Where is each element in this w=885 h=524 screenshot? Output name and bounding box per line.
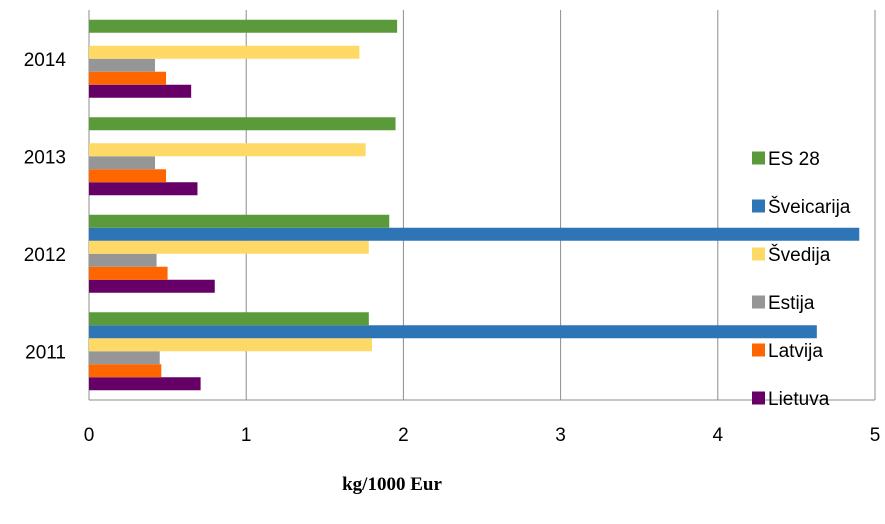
x-tick-label: 4 — [713, 425, 724, 446]
legend-swatch — [752, 199, 765, 213]
x-tick-label: 5 — [870, 425, 881, 446]
legend-label: Šveicarija — [768, 196, 851, 218]
bar-latvija-2014 — [89, 71, 167, 85]
bar-estija-2014 — [89, 58, 156, 72]
legend-swatch — [752, 343, 765, 357]
bar--vedija-2014 — [89, 45, 360, 59]
bar-latvija-2011 — [89, 364, 162, 378]
legend: ES 28 Šveicarija Švedija Estija Latvija Lietu… — [752, 149, 851, 410]
legend-swatch — [752, 247, 765, 261]
bar-es-28-2011 — [89, 312, 369, 326]
bar-es-28-2013 — [89, 117, 396, 131]
bar-estija-2012 — [89, 253, 157, 267]
bar-lietuva-2011 — [89, 377, 201, 391]
x-tick-labels: 0 1 2 3 4 5 — [84, 425, 881, 446]
bar-latvija-2013 — [89, 169, 167, 183]
legend-label: Lietuva — [768, 389, 830, 410]
bar--vedija-2013 — [89, 143, 366, 157]
x-tick-label: 3 — [555, 425, 566, 446]
bar-estija-2011 — [89, 351, 160, 365]
gridlines — [88, 10, 876, 401]
x-tick-label: 1 — [241, 425, 252, 446]
legend-label: ES 28 — [768, 149, 820, 170]
y-tick-label: 2014 — [24, 50, 67, 71]
y-tick-labels: 2011 2012 2013 2014 — [24, 50, 67, 364]
bar-lietuva-2014 — [89, 84, 192, 98]
legend-swatch — [752, 391, 765, 405]
y-tick-label: 2011 — [25, 342, 66, 363]
bar-latvija-2012 — [89, 266, 168, 280]
bar-es-28-2014 — [89, 19, 398, 33]
y-tick-label: 2013 — [24, 147, 66, 168]
bar--veicarija-2011 — [89, 325, 817, 339]
bar--veicarija-2012 — [89, 227, 860, 241]
bar-lietuva-2012 — [89, 279, 215, 293]
bar-estija-2013 — [89, 156, 156, 170]
bar-es-28-2012 — [89, 214, 390, 228]
legend-label: Latvija — [768, 341, 823, 362]
legend-swatch — [752, 295, 765, 309]
legend-label: Švedija — [768, 244, 831, 266]
legend-swatch — [752, 151, 765, 165]
y-tick-label: 2012 — [24, 245, 66, 266]
bar--vedija-2012 — [89, 240, 369, 254]
bars — [89, 19, 860, 391]
x-tick-label: 0 — [84, 425, 95, 446]
legend-label: Estija — [768, 293, 815, 314]
bar--vedija-2011 — [89, 338, 372, 352]
x-axis-label: kg/1000 Eur — [342, 474, 442, 495]
x-tick-label: 2 — [398, 425, 409, 446]
bar-lietuva-2013 — [89, 182, 198, 196]
